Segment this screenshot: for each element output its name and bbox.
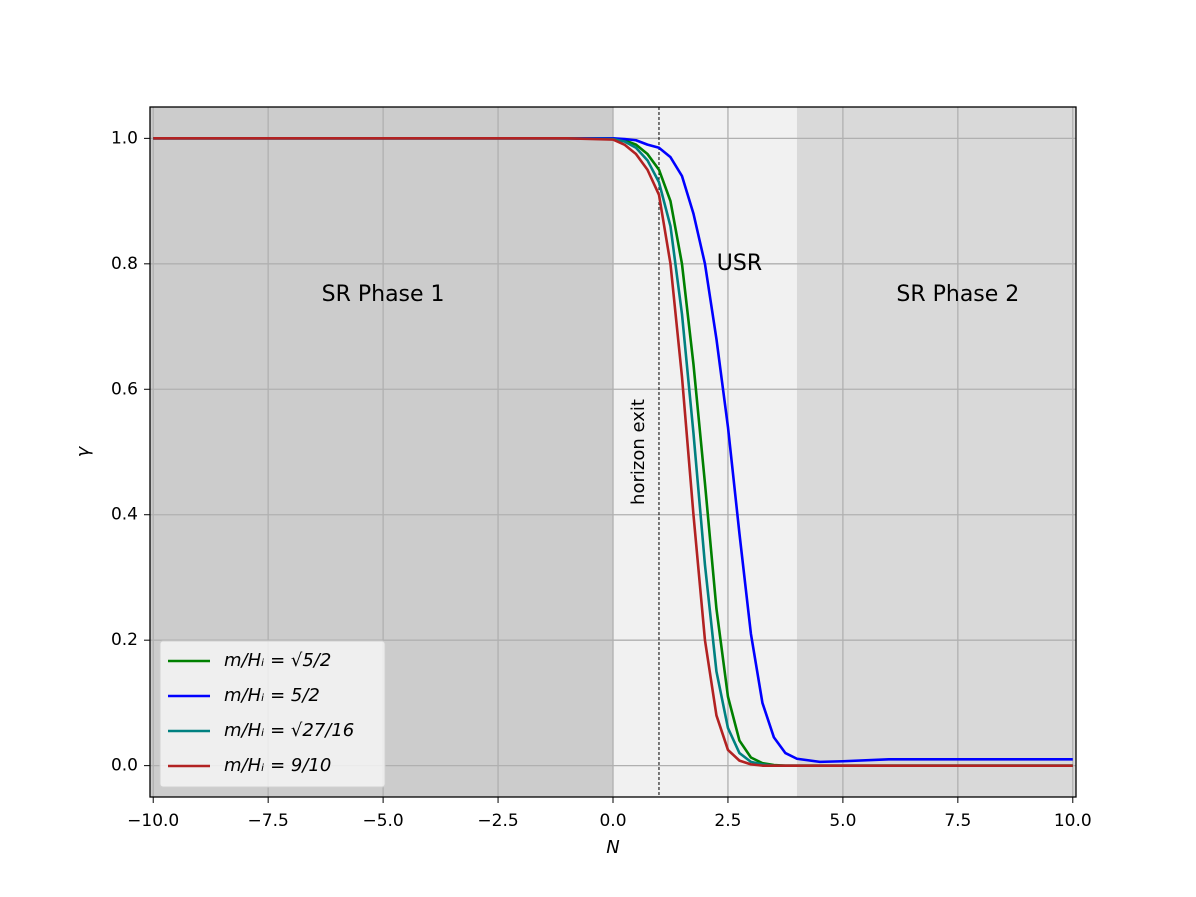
x-tick-label: −2.5 bbox=[477, 811, 518, 831]
region-label: USR bbox=[717, 251, 762, 276]
x-tick-label: −10.0 bbox=[127, 811, 179, 831]
y-tick-label: 0.4 bbox=[111, 505, 138, 525]
y-tick-label: 0.8 bbox=[111, 254, 138, 274]
axes-frame bbox=[149, 106, 1077, 798]
y-tick-label: 0.2 bbox=[111, 630, 138, 650]
region-label: SR Phase 1 bbox=[322, 282, 445, 307]
phase-region bbox=[796, 107, 1076, 797]
y-tick-label: 0.0 bbox=[111, 756, 138, 776]
legend-label: m/Hᵢ = √5/2 bbox=[224, 650, 331, 671]
legend-label: m/Hᵢ = 5/2 bbox=[224, 685, 320, 706]
y-tick-label: 0.6 bbox=[111, 379, 138, 399]
x-tick-label: 10.0 bbox=[1054, 811, 1092, 831]
x-tick-label: 5.0 bbox=[829, 811, 856, 831]
x-axis-label: N bbox=[606, 837, 619, 858]
legend-label: m/Hᵢ = 9/10 bbox=[224, 755, 331, 776]
x-tick-label: −5.0 bbox=[362, 811, 403, 831]
y-axis-label: γ bbox=[73, 445, 94, 457]
region-label: SR Phase 2 bbox=[896, 282, 1019, 307]
x-tick-label: 7.5 bbox=[944, 811, 971, 831]
legend-box bbox=[159, 640, 386, 788]
legend-label: m/Hᵢ = √27/16 bbox=[224, 720, 354, 741]
series-line bbox=[153, 137, 1073, 767]
horizon-exit-label: horizon exit bbox=[628, 399, 649, 505]
x-tick-label: 2.5 bbox=[714, 811, 741, 831]
y-tick-label: 1.0 bbox=[111, 128, 138, 148]
phase-region bbox=[613, 107, 797, 797]
x-tick-label: 0.0 bbox=[599, 811, 626, 831]
x-tick-label: −7.5 bbox=[248, 811, 289, 831]
